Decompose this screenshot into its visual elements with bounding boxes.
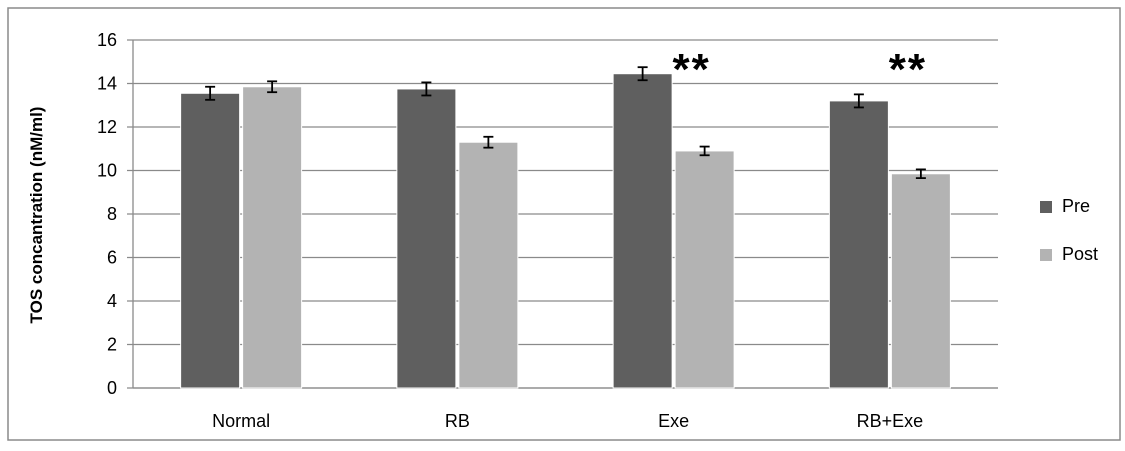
bar-post-rb-exe	[890, 173, 951, 389]
bar-pre-normal	[180, 92, 241, 389]
y-tick-label: 6	[107, 248, 117, 268]
y-tick-label: 4	[107, 291, 117, 311]
chart-border	[7, 7, 1121, 441]
legend-swatch-post	[1040, 249, 1052, 261]
legend-label-pre: Pre	[1062, 196, 1090, 216]
y-tick-label: 12	[97, 117, 117, 137]
y-tick-label: 16	[97, 30, 117, 50]
y-axis-label: TOS concantration (nM/ml)	[27, 107, 46, 324]
y-tick-label: 2	[107, 335, 117, 355]
y-tick-label: 10	[97, 161, 117, 181]
bar-post-exe	[674, 150, 735, 389]
y-tick-label: 14	[97, 74, 117, 94]
x-tick-label: Exe	[658, 411, 689, 431]
legend-swatch-pre	[1040, 201, 1052, 213]
legend-label-post: Post	[1062, 244, 1098, 264]
x-tick-label: Normal	[212, 411, 270, 431]
bar-post-normal	[242, 86, 303, 389]
x-tick-label: RB	[445, 411, 470, 431]
y-tick-label: 0	[107, 378, 117, 398]
bar-pre-exe	[612, 73, 673, 389]
bar-pre-rb-exe	[828, 100, 889, 389]
significance-marker: **	[673, 45, 711, 94]
bar-post-rb	[458, 141, 519, 389]
significance-marker: **	[889, 45, 927, 94]
bar-pre-rb	[396, 88, 457, 389]
x-tick-label: RB+Exe	[857, 411, 924, 431]
y-tick-label: 8	[107, 204, 117, 224]
